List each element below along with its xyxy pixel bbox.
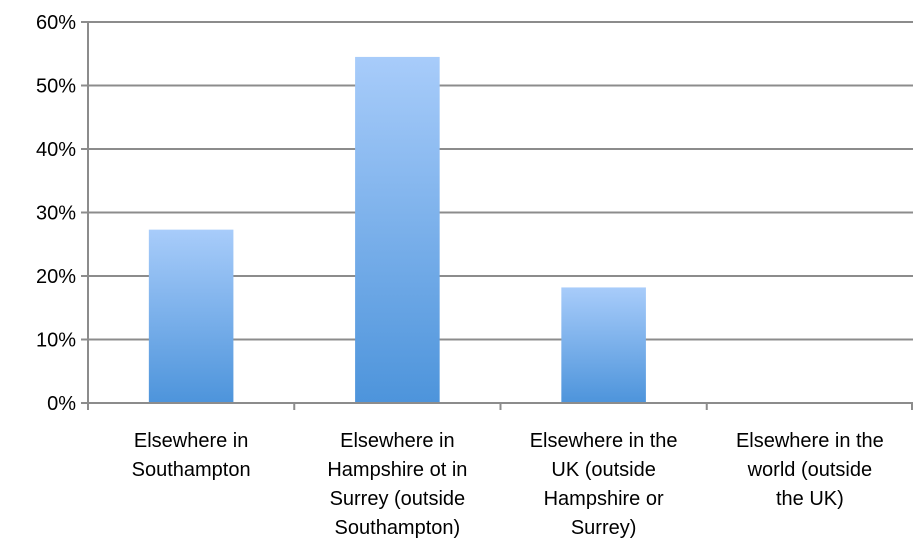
y-tick-label: 0% xyxy=(47,393,76,415)
bar xyxy=(355,56,440,404)
x-category-label: Elsewhere in Hampshire ot in Surrey (outsi… xyxy=(327,430,467,539)
x-category-label-line: world (outside xyxy=(747,459,873,481)
axes xyxy=(87,22,913,410)
x-category-label-line: Elsewhere in the xyxy=(530,430,678,452)
x-category-label-line: the UK) xyxy=(776,488,844,510)
x-category-label-line: UK (outside xyxy=(551,459,656,481)
x-category-label-line: Hampshire or xyxy=(544,488,664,510)
x-category-label-line: Hampshire ot in xyxy=(327,459,467,481)
x-category-label: Elsewhere in the world (outside the UK) xyxy=(736,430,884,510)
x-category-label-line: Elsewhere in the xyxy=(736,430,884,452)
bar xyxy=(148,229,234,403)
x-category-label-line: Elsewhere in xyxy=(134,430,249,452)
y-tick-label: 40% xyxy=(36,139,76,161)
y-tick-label: 30% xyxy=(36,203,76,225)
x-category-label: Elsewhere in the UK (outside Hampshire or S… xyxy=(530,430,678,539)
y-tick-label: 20% xyxy=(36,266,76,288)
bar xyxy=(561,287,646,403)
y-axis-tick-labels: 0% 10% 20% 30% 40% 50% 60% xyxy=(36,12,76,415)
x-category-label-line: Surrey (outside xyxy=(330,488,466,510)
y-tick-label: 60% xyxy=(36,12,76,34)
x-category-label-line: Southampton xyxy=(132,459,251,481)
y-tick-label: 10% xyxy=(36,330,76,352)
x-category-label: Elsewhere in Southampton xyxy=(132,430,251,481)
x-category-label-line: Elsewhere in xyxy=(340,430,455,452)
bars xyxy=(148,56,646,404)
x-category-label-line: Southampton) xyxy=(335,517,461,539)
x-axis-category-labels: Elsewhere in Southampton Elsewhere in Hamps… xyxy=(132,430,884,539)
x-category-label-line: Surrey) xyxy=(571,517,637,539)
y-tick-label: 50% xyxy=(36,76,76,98)
